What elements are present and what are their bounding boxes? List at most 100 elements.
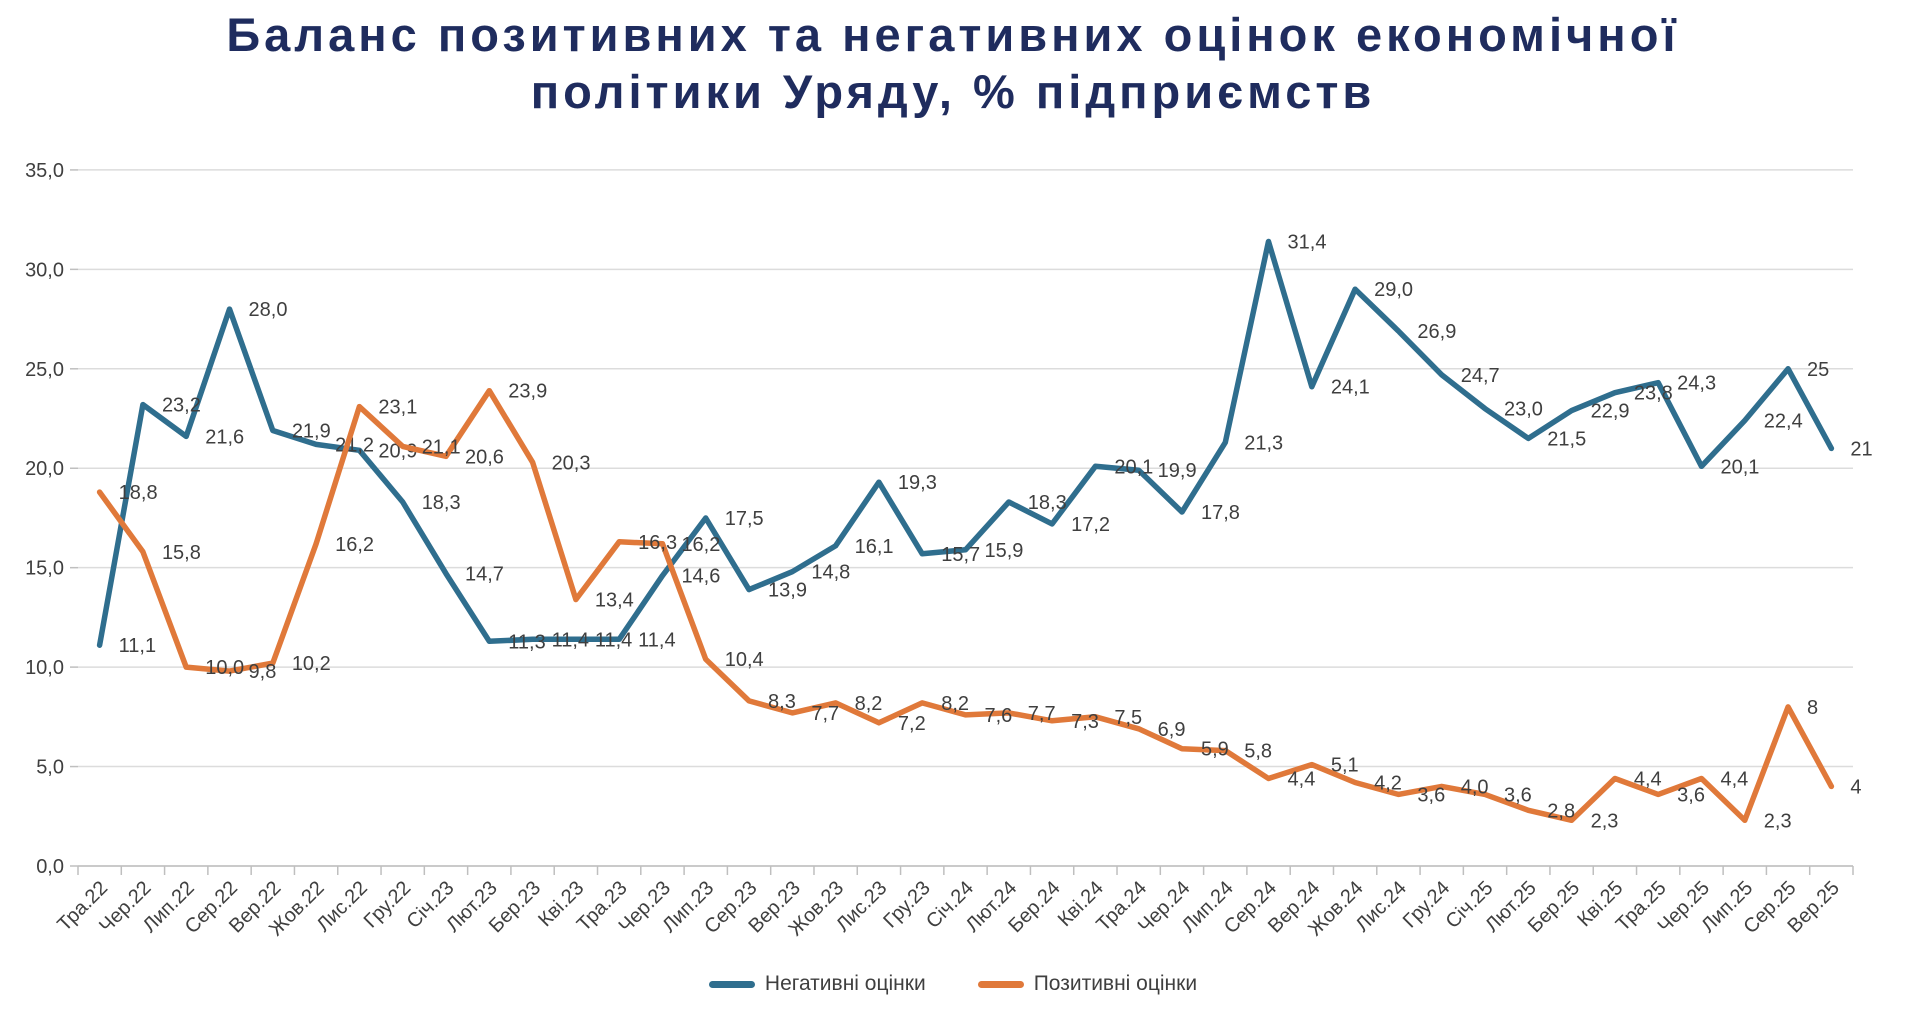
data-label: 14,7	[465, 564, 504, 586]
data-label: 16,2	[681, 534, 720, 556]
data-label: 19,3	[898, 472, 937, 494]
y-axis-label: 25,0	[25, 359, 64, 381]
data-label: 23,0	[1504, 399, 1543, 421]
positive-series-swatch-icon	[977, 980, 1024, 988]
data-label: 19,9	[1158, 460, 1197, 482]
data-label: 15,7	[941, 544, 980, 566]
data-label: 7,7	[811, 703, 839, 725]
data-label: 8,2	[855, 693, 883, 715]
data-label: 23,9	[508, 381, 547, 403]
y-axis-label: 0,0	[36, 856, 64, 878]
data-label: 18,8	[119, 482, 158, 504]
data-label: 10,0	[205, 657, 244, 679]
data-label: 2,3	[1764, 810, 1792, 832]
y-axis-label: 20,0	[25, 458, 64, 480]
legend-label-positive: Позитивні оцінки	[1033, 972, 1198, 995]
chart-title: Баланс позитивних та негативних оцінок е…	[0, 6, 1906, 120]
y-axis-label: 5,0	[36, 757, 64, 779]
chart-title-line1: Баланс позитивних та негативних оцінок е…	[226, 8, 1680, 61]
data-label: 20,1	[1114, 456, 1153, 478]
data-labels-positive: 18,8 15,8 10,0 9,8 10,2 16,2 23,121,1 20,6 23,9 2…	[119, 381, 1862, 833]
data-label: 2,3	[1591, 810, 1619, 832]
data-label: 13,9	[768, 580, 807, 602]
data-label: 4,4	[1720, 768, 1748, 790]
data-label: 21,3	[1244, 432, 1283, 454]
data-label: 26,9	[1417, 321, 1456, 343]
data-label: 13,4	[595, 590, 634, 612]
legend-entry-positive: Позитивні оцінки	[977, 972, 1198, 996]
data-label: 22,9	[1591, 401, 1630, 423]
data-label: 31,4	[1288, 232, 1327, 254]
data-label: 21,2	[335, 434, 374, 456]
data-label: 3,6	[1504, 784, 1532, 806]
data-label: 5,8	[1244, 741, 1272, 763]
data-label: 4,0	[1461, 776, 1489, 798]
data-label: 16,2	[335, 534, 374, 556]
negative-series-line	[96, 238, 1835, 648]
chart-title-line2: політики Уряду, % підприємств	[530, 65, 1376, 118]
data-label: 21,5	[1547, 428, 1586, 450]
data-label: 22,4	[1764, 411, 1803, 433]
data-label: 25	[1807, 359, 1829, 381]
data-label: 21,1	[422, 436, 461, 458]
data-label: 11,4	[552, 629, 589, 651]
data-label: 14,8	[811, 562, 850, 584]
data-label: 14,6	[681, 566, 720, 588]
data-label: 15,9	[985, 540, 1024, 562]
data-label: 15,8	[162, 542, 201, 564]
y-axis-label: 15,0	[25, 558, 64, 580]
data-label: 7,3	[1071, 711, 1099, 733]
legend: Негативні оцінки Позитивні оцінки	[0, 972, 1906, 996]
x-axis-label: Гру.23	[879, 877, 934, 932]
data-label: 16,1	[855, 536, 894, 558]
data-label: 11,3	[508, 631, 545, 653]
x-axis	[77, 865, 1854, 875]
data-label: 5,1	[1331, 755, 1359, 777]
data-label: 7,7	[1028, 703, 1056, 725]
data-label: 4,2	[1374, 772, 1402, 794]
data-label: 11,1	[119, 635, 156, 657]
y-axis-label: 10,0	[25, 657, 64, 679]
data-label: 24,7	[1461, 365, 1500, 387]
data-label: 21,6	[205, 426, 244, 448]
x-axis-labels: Тра.22Чер.22Лип.22Сер.22Вер.22Жов.22Лис.…	[53, 877, 1844, 940]
data-label: 7,5	[1114, 707, 1142, 729]
data-label: 8,3	[768, 691, 796, 713]
legend-label-negative: Негативні оцінки	[764, 972, 926, 995]
data-label: 29,0	[1374, 279, 1413, 301]
data-label: 6,9	[1158, 719, 1186, 741]
data-label: 10,4	[725, 649, 764, 671]
data-label: 21	[1850, 438, 1872, 460]
data-label: 11,4	[638, 629, 675, 651]
x-axis-label: Гру.22	[360, 877, 415, 932]
negative-series-swatch-icon	[708, 980, 755, 988]
data-label: 28,0	[249, 299, 288, 321]
data-label: 8,2	[941, 693, 969, 715]
y-axis-labels: 0,0 5,0 10,0 15,0 20,0 25,0 30,0 35,0	[25, 160, 64, 878]
data-label: 8	[1807, 697, 1818, 719]
data-label: 5,9	[1201, 739, 1229, 761]
data-label: 10,2	[292, 653, 331, 675]
data-label: 4	[1850, 776, 1861, 798]
data-label: 3,6	[1677, 784, 1705, 806]
data-label: 20,6	[465, 446, 504, 468]
y-axis-label: 35,0	[25, 160, 64, 182]
data-label: 4,4	[1288, 768, 1316, 790]
data-label: 20,3	[552, 452, 591, 474]
data-label: 24,1	[1331, 377, 1370, 399]
data-label: 18,3	[422, 492, 461, 514]
data-label: 2,8	[1547, 800, 1575, 822]
data-label: 9,8	[249, 661, 277, 683]
data-label: 18,3	[1028, 492, 1067, 514]
data-label: 16,3	[638, 532, 677, 554]
data-label: 17,8	[1201, 502, 1240, 524]
x-axis-label: Гру.24	[1399, 877, 1454, 932]
data-label: 11,4	[595, 629, 632, 651]
legend-entry-negative: Негативні оцінки	[708, 972, 926, 996]
data-labels-negative: 11,123,221,628,021,921,2 20,918,314,711,3…	[119, 232, 1873, 658]
data-label: 17,2	[1071, 514, 1110, 536]
data-label: 4,4	[1634, 768, 1662, 790]
data-label: 3,6	[1417, 784, 1445, 806]
